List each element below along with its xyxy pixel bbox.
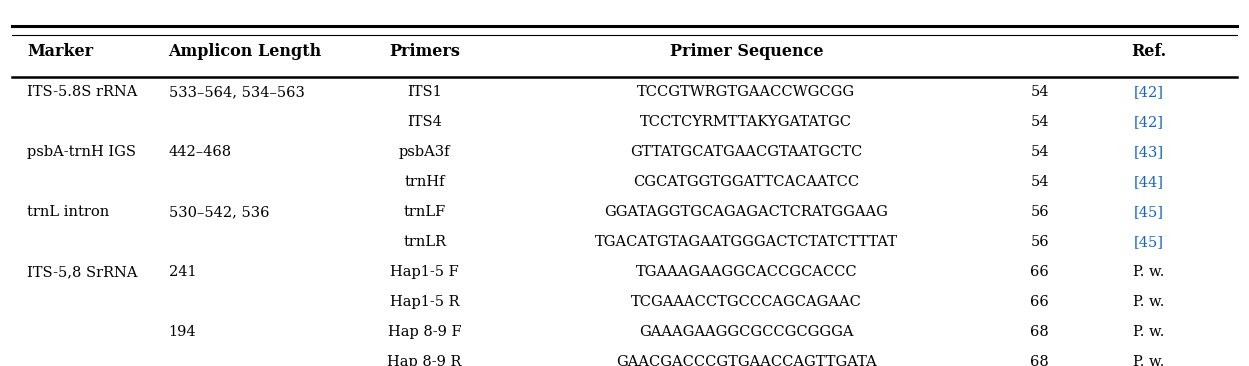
Text: 66: 66	[1030, 265, 1049, 279]
Text: trnLR: trnLR	[403, 235, 446, 249]
Text: 533–564, 534–563: 533–564, 534–563	[169, 85, 305, 99]
Text: TGAAAGAAGGCACCGCACCC: TGAAAGAAGGCACCGCACCC	[636, 265, 857, 279]
Text: TCCGTWRGTGAACCWGCGG: TCCGTWRGTGAACCWGCGG	[637, 85, 856, 99]
Text: [42]: [42]	[1134, 85, 1164, 99]
Text: Hap 8-9 F: Hap 8-9 F	[388, 325, 461, 339]
Text: Primer Sequence: Primer Sequence	[669, 43, 823, 60]
Text: GTTATGCATGAACGTAATGCTC: GTTATGCATGAACGTAATGCTC	[631, 145, 862, 159]
Text: [42]: [42]	[1134, 115, 1164, 129]
Text: psbA-trnH IGS: psbA-trnH IGS	[27, 145, 136, 159]
Text: GGATAGGTGCAGAGACTCRATGGAAG: GGATAGGTGCAGAGACTCRATGGAAG	[605, 205, 888, 219]
Text: Hap1-5 F: Hap1-5 F	[390, 265, 460, 279]
Text: TCGAAACCTGCCCAGCAGAAC: TCGAAACCTGCCCAGCAGAAC	[631, 295, 862, 309]
Text: Primers: Primers	[390, 43, 460, 60]
Text: ITS-5.8S rRNA: ITS-5.8S rRNA	[27, 85, 137, 99]
Text: psbA3f: psbA3f	[398, 145, 451, 159]
Text: TCCTCYRMTTAKYGATATGC: TCCTCYRMTTAKYGATATGC	[641, 115, 852, 129]
Text: P. w.: P. w.	[1133, 355, 1165, 366]
Text: P. w.: P. w.	[1133, 295, 1165, 309]
Text: P. w.: P. w.	[1133, 265, 1165, 279]
Text: 442–468: 442–468	[169, 145, 232, 159]
Text: ITS4: ITS4	[407, 115, 442, 129]
Text: 54: 54	[1030, 115, 1049, 129]
Text: 530–542, 536: 530–542, 536	[169, 205, 269, 219]
Text: GAACGACCCGTGAACCAGTTGATA: GAACGACCCGTGAACCAGTTGATA	[616, 355, 877, 366]
Text: [45]: [45]	[1134, 235, 1164, 249]
Text: 66: 66	[1030, 295, 1049, 309]
Text: TGACATGTAGAATGGGACTCTATCTTTAT: TGACATGTAGAATGGGACTCTATCTTTAT	[595, 235, 898, 249]
Text: 194: 194	[169, 325, 196, 339]
Text: trnL intron: trnL intron	[27, 205, 110, 219]
Text: 54: 54	[1030, 175, 1049, 189]
Text: Amplicon Length: Amplicon Length	[169, 43, 322, 60]
Text: 68: 68	[1030, 355, 1049, 366]
Text: Marker: Marker	[27, 43, 94, 60]
Text: 241: 241	[169, 265, 196, 279]
Text: ITS-5,8 SrRNA: ITS-5,8 SrRNA	[27, 265, 137, 279]
Text: 56: 56	[1030, 235, 1049, 249]
Text: trnHf: trnHf	[405, 175, 445, 189]
Text: 68: 68	[1030, 325, 1049, 339]
Text: 56: 56	[1030, 205, 1049, 219]
Text: 54: 54	[1030, 85, 1049, 99]
Text: CGCATGGTGGATTCACAATCC: CGCATGGTGGATTCACAATCC	[633, 175, 859, 189]
Text: [44]: [44]	[1134, 175, 1164, 189]
Text: 54: 54	[1030, 145, 1049, 159]
Text: [43]: [43]	[1134, 145, 1164, 159]
Text: Hap1-5 R: Hap1-5 R	[390, 295, 460, 309]
Text: [45]: [45]	[1134, 205, 1164, 219]
Text: Ref.: Ref.	[1132, 43, 1167, 60]
Text: P. w.: P. w.	[1133, 325, 1165, 339]
Text: GAAAGAAGGCGCCGCGGGA: GAAAGAAGGCGCCGCGGGA	[639, 325, 853, 339]
Text: trnLF: trnLF	[403, 205, 446, 219]
Text: ITS1: ITS1	[407, 85, 442, 99]
Text: Hap 8-9 R: Hap 8-9 R	[387, 355, 462, 366]
